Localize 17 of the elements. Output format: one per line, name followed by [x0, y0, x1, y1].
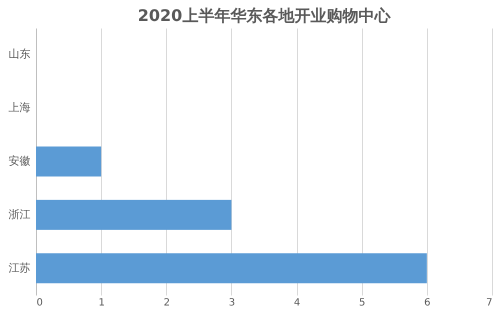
y-tick-label: 上海 — [8, 101, 30, 114]
bar — [36, 200, 232, 230]
x-tick-label: 4 — [294, 298, 300, 308]
x-tick-label: 1 — [98, 298, 105, 308]
x-tick-label: 0 — [36, 298, 43, 308]
y-tick-label: 浙江 — [8, 208, 30, 221]
bar — [36, 146, 102, 176]
x-tick-label: 7 — [486, 298, 492, 308]
bar — [36, 253, 427, 284]
y-tick-label: 江苏 — [8, 261, 30, 274]
y-tick-label: 山东 — [8, 48, 30, 61]
x-tick-label: 2 — [164, 298, 170, 308]
chart-title: 2020上半年华东各地开业购物中心 — [138, 6, 392, 25]
y-tick-label: 安徽 — [8, 154, 30, 168]
x-tick-label: 3 — [228, 298, 236, 308]
x-tick-label: 6 — [424, 298, 431, 308]
x-tick-label: 5 — [359, 298, 366, 308]
